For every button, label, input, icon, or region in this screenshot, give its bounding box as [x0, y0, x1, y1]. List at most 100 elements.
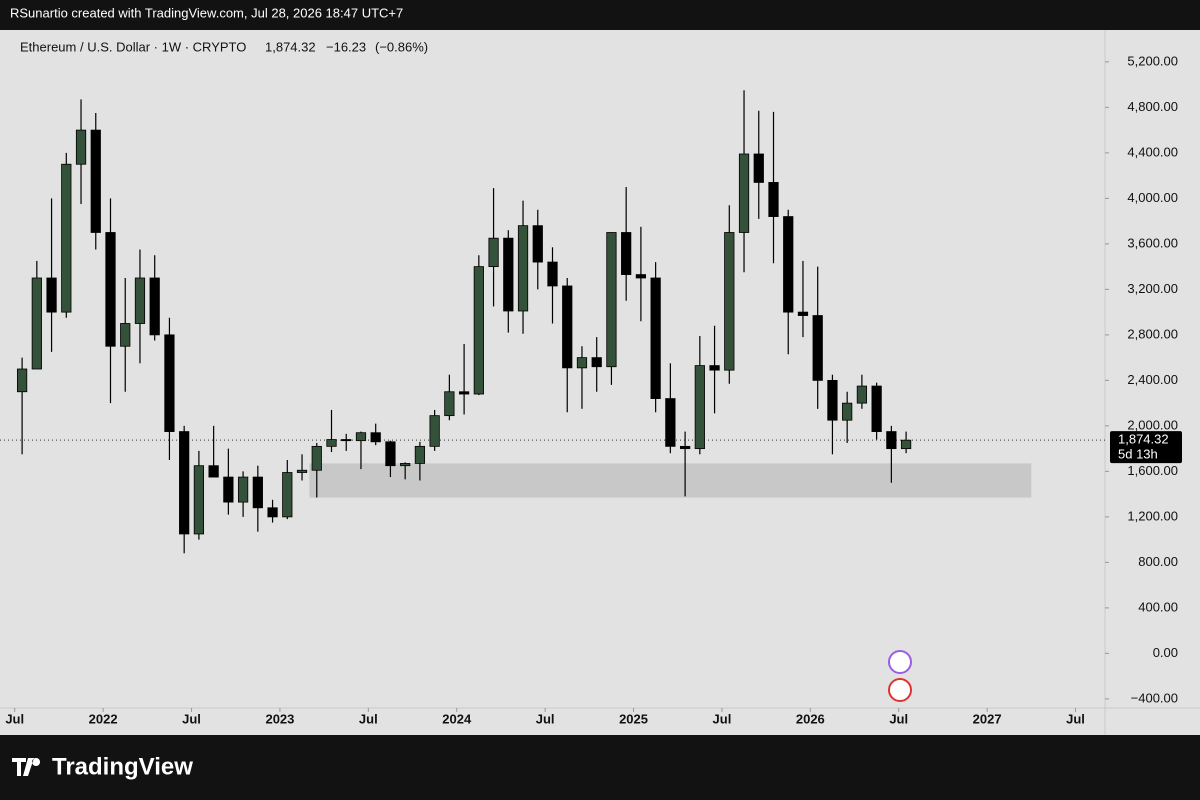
candle-body	[341, 439, 352, 442]
candle-body	[900, 439, 912, 450]
x-tick-label: 2022	[89, 711, 118, 726]
candle-body	[120, 323, 131, 347]
legend-title: Ethereum / U.S. Dollar · 1W · CRYPTO	[20, 39, 246, 54]
y-tick-label: 4,800.00	[1127, 99, 1178, 114]
y-tick-label: 3,600.00	[1127, 235, 1178, 250]
candle-body	[370, 432, 381, 443]
y-tick-label: 2,400.00	[1127, 372, 1178, 387]
candle-body	[414, 445, 426, 464]
x-tick-label: Jul	[359, 711, 378, 726]
candle-body	[400, 463, 411, 467]
candle-body	[179, 431, 190, 535]
legend-last: 1,874.32	[265, 39, 316, 54]
y-tick-label: −400.00	[1131, 690, 1178, 705]
y-tick-label: 2,800.00	[1127, 326, 1178, 341]
candle-body	[635, 274, 647, 279]
candle-body	[46, 277, 57, 313]
y-tick-label: 3,200.00	[1127, 281, 1178, 296]
x-tick-label: 2025	[619, 711, 648, 726]
candle-body	[812, 315, 823, 381]
candle-body	[606, 232, 617, 368]
candle-body	[90, 129, 101, 233]
candle-body	[679, 445, 691, 450]
candle-body	[355, 432, 367, 442]
candle-body	[385, 441, 396, 467]
x-tick-label: Jul	[889, 711, 908, 726]
support-zone	[309, 463, 1032, 498]
candle-body	[547, 261, 558, 287]
countdown: 5d 13h	[1118, 447, 1158, 462]
candle-body	[738, 153, 750, 233]
x-tick-label: 2026	[796, 711, 825, 726]
candle-body	[856, 385, 868, 404]
y-tick-label: 5,200.00	[1127, 53, 1178, 68]
x-tick-label: 2024	[442, 711, 472, 726]
candle-body	[149, 277, 160, 336]
candle-body	[532, 225, 543, 263]
candle-body	[591, 357, 602, 368]
candle-body	[562, 285, 573, 369]
candle-body	[576, 357, 588, 369]
candle-body	[503, 237, 514, 312]
candle-body	[473, 266, 484, 395]
candle-body	[296, 469, 308, 473]
y-tick-label: 400.00	[1138, 599, 1178, 614]
flag-icon[interactable]	[888, 678, 912, 702]
y-tick-label: 800.00	[1138, 554, 1178, 569]
candle-body	[134, 277, 146, 324]
candle-body	[16, 368, 28, 393]
x-tick-label: Jul	[713, 711, 732, 726]
candle-body	[650, 277, 661, 399]
candle-body	[429, 415, 440, 447]
candle-body	[665, 398, 676, 447]
price-label-box	[1110, 431, 1182, 464]
brand-logo	[12, 758, 41, 776]
candle-body	[458, 391, 470, 395]
candle-body	[517, 225, 529, 312]
candle-body	[311, 445, 322, 471]
attribution: RSunartio created with TradingView.com, …	[10, 5, 403, 20]
y-tick-label: 2,000.00	[1127, 417, 1178, 432]
candle-body	[31, 277, 42, 370]
price-label: 1,874.32	[1118, 432, 1169, 447]
candle-body	[237, 476, 249, 503]
candle-body	[488, 237, 499, 268]
plot: 5,200.00 4,800.00 4,400.00 4,000.00 3,600.00…	[0, 53, 1178, 726]
candle-body	[768, 182, 779, 217]
candle-body	[61, 163, 72, 313]
x-tick-label: 2023	[265, 711, 294, 726]
candle-body	[621, 232, 632, 275]
x-tick-label: Jul	[182, 711, 201, 726]
candle-body	[694, 365, 705, 450]
candle-body	[842, 402, 853, 421]
candle-body	[326, 439, 337, 447]
candle-body	[783, 216, 794, 313]
candle-body	[827, 379, 838, 421]
candle-body	[164, 334, 175, 432]
y-tick-label: 1,200.00	[1127, 508, 1178, 523]
legend-change-pct: (−0.86%)	[375, 39, 428, 54]
brand: TradingView	[52, 753, 193, 780]
candle-body	[444, 391, 455, 417]
event-icon[interactable]	[888, 650, 912, 674]
x-tick-label: Jul	[5, 711, 24, 726]
y-tick-label: 0.00	[1153, 645, 1178, 660]
candle-body	[282, 472, 293, 518]
candle-body	[871, 385, 882, 432]
y-tick-label: 4,000.00	[1127, 190, 1178, 205]
y-tick-label: 4,400.00	[1127, 144, 1178, 159]
candle-body	[886, 431, 897, 450]
x-tick-label: Jul	[536, 711, 555, 726]
candle-body	[208, 465, 219, 478]
legend-change: −16.23	[326, 39, 366, 54]
x-tick-label: 2027	[973, 711, 1002, 726]
candle-body	[105, 232, 116, 347]
candle-body	[724, 232, 735, 371]
candle-body	[753, 153, 764, 183]
candle-body	[797, 311, 809, 316]
y-tick-label: 1,600.00	[1127, 463, 1178, 478]
candle-body	[267, 507, 278, 518]
chart-panel	[0, 30, 1200, 735]
x-tick-label: Jul	[1066, 711, 1085, 726]
